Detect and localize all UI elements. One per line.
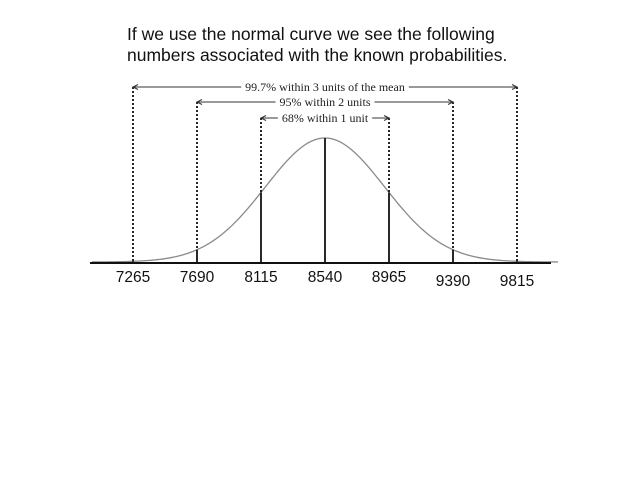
bracket-arrow-left (195, 99, 203, 105)
bracket-label: 99.7% within 3 units of the mean (245, 80, 405, 94)
heading-line-2: numbers associated with the known probab… (127, 45, 508, 65)
bracket-arrow-left (131, 84, 139, 90)
bracket-arrow-right (383, 115, 391, 121)
bracket-arrow-right (447, 99, 455, 105)
x-tick-label: 9390 (436, 273, 471, 290)
x-tick-label: 7265 (116, 269, 150, 286)
bracket-arrow-right (511, 84, 519, 90)
bracket-arrow-left (259, 115, 267, 121)
x-tick-label: 8115 (244, 269, 277, 286)
x-tick-label: 8540 (308, 269, 343, 286)
x-tick-label: 8965 (372, 269, 406, 286)
bracket-label: 68% within 1 unit (282, 111, 369, 125)
x-tick-label: 7690 (180, 269, 215, 286)
heading-line-1: If we use the normal curve we see the fo… (127, 24, 495, 44)
x-tick-label: 9815 (500, 273, 534, 290)
bracket-label: 95% within 2 units (279, 95, 370, 109)
